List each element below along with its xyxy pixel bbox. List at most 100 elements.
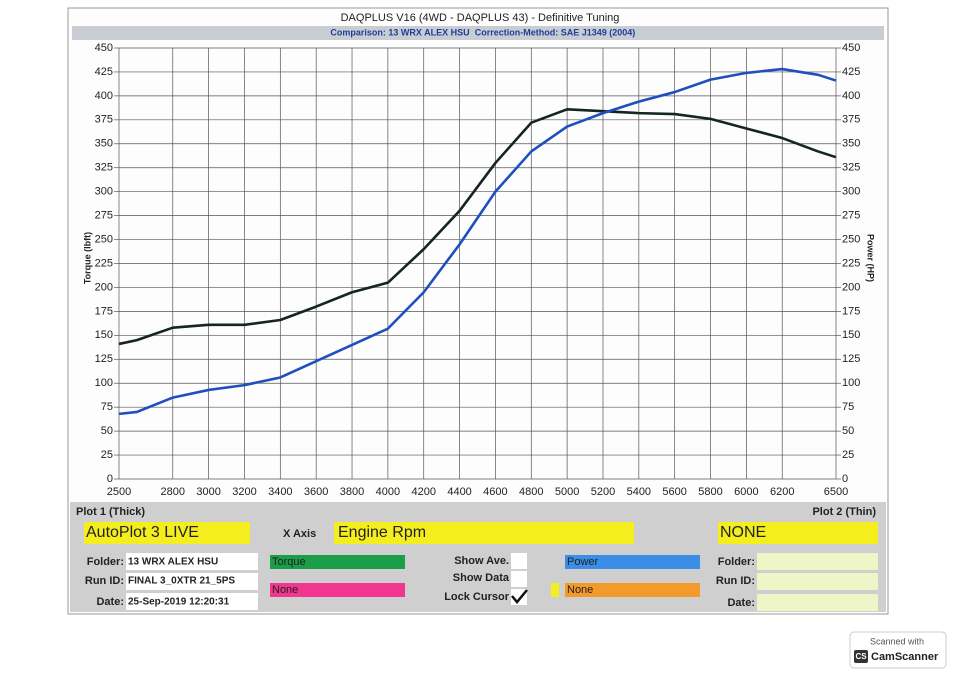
series-line [118,67,837,416]
y-tick-label: 425 [95,66,113,78]
plot-area: 0255075100125150175200225250275300325350… [95,42,861,498]
y-tick-label: 225 [95,257,113,269]
y-tick-label: 25 [101,449,113,461]
y2-tick-label: 300 [842,186,860,198]
autoplot-select[interactable] [84,522,250,544]
plot1-label: Plot 1 (Thick) [76,506,145,518]
y-tick-label: 325 [95,162,113,174]
y-tick-label: 150 [95,329,113,341]
x-tick-label: 3200 [232,486,256,498]
y2-tick-label: 250 [842,233,860,245]
folder-label: Folder: [87,556,124,568]
series-line [118,107,837,346]
x-tick-label: 2800 [161,486,185,498]
run-value: FINAL 3_0XTR 21_5PS [128,576,235,587]
y2-tick-label: 0 [842,473,848,485]
y2-tick-label: 125 [842,353,860,365]
x-tick-label: 4200 [411,486,435,498]
check-mark [511,589,528,604]
run-label: Run ID: [85,575,124,587]
y2-axis-label: Power (HP) [866,234,876,282]
run2-label: Run ID: [716,575,755,587]
plot2-select[interactable] [718,522,878,544]
run2-box [757,573,878,590]
y-tick-label: 50 [101,425,113,437]
x-axis-label: Engine Rpm [338,524,426,541]
series-select[interactable] [270,555,405,569]
checkbox[interactable] [511,553,527,569]
y-tick-label: 275 [95,210,113,222]
series-select[interactable] [565,555,700,569]
chart-title: DAQPLUS V16 (4WD - DAQPLUS 43) - Definit… [341,12,620,24]
y-tick-label: 375 [95,114,113,126]
plot2-label: Plot 2 (Thin) [812,506,876,518]
watermark-line1: Scanned with [870,636,924,646]
x-tick-label: 5000 [555,486,579,498]
watermark-logo-box [854,650,868,663]
y-tick-label: 100 [95,377,113,389]
y2-tick-label: 225 [842,257,860,269]
x-tick-label: 4800 [519,486,543,498]
x-tick-label: 4400 [447,486,471,498]
show-data-label: Show Data [453,572,510,584]
legend-label: Power [567,556,599,568]
x-tick-label: 6500 [824,486,848,498]
x-tick-label: 4000 [376,486,400,498]
series-select[interactable] [270,583,405,597]
none-label: None [567,584,593,596]
date-label: Date: [96,596,124,608]
color-swatch [551,583,559,597]
y2-tick-label: 25 [842,449,854,461]
autoplot-text: AutoPlot 3 LIVE [86,524,199,541]
date2-box [757,594,878,611]
date-value: 25-Sep-2019 12:20:31 [128,597,230,608]
x-axis-select[interactable] [334,522,634,544]
y-tick-label: 300 [95,186,113,198]
x-tick-label: 6200 [770,486,794,498]
date2-label: Date: [727,597,755,609]
x-tick-label: 3000 [196,486,220,498]
folder2-box [757,553,878,570]
none-label: None [272,584,298,596]
y-tick-label: 400 [95,90,113,102]
y2-tick-label: 325 [842,162,860,174]
y-tick-label: 0 [107,473,113,485]
folder-box [126,553,258,570]
x-tick-label: 3400 [268,486,292,498]
x-tick-label: 6000 [734,486,758,498]
series-select[interactable] [565,583,700,597]
x-tick-label: 5400 [627,486,651,498]
y-axis-label: Torque (lbft) [82,232,92,284]
x-tick-label: 5800 [698,486,722,498]
annotation: Comparison: 13 WRX ALEX HSU [330,27,469,37]
x-tick-label: 5200 [591,486,615,498]
folder2-label: Folder: [718,556,755,568]
x-tick-label: 2500 [107,486,131,498]
y2-tick-label: 100 [842,377,860,389]
y-tick-label: 200 [95,281,113,293]
plot2-select-text: NONE [720,524,766,541]
y2-tick-label: 275 [842,210,860,222]
x-tick-label: 4600 [483,486,507,498]
checkbox[interactable] [511,571,527,587]
watermark-line2: CamScanner [871,651,939,663]
annotation: Correction-Method: SAE J1349 (2004) [475,27,636,37]
x-tick-label: 5600 [662,486,686,498]
y2-tick-label: 175 [842,305,860,317]
x-tick-label: 3800 [340,486,364,498]
y-tick-label: 350 [95,138,113,150]
y-tick-label: 75 [101,401,113,413]
y-tick-label: 250 [95,233,113,245]
y2-tick-label: 50 [842,425,854,437]
x-tick-label: 3600 [304,486,328,498]
y2-tick-label: 350 [842,138,860,150]
y2-tick-label: 200 [842,281,860,293]
lock-cursor-label: Lock Cursor [444,591,510,603]
folder-value: 13 WRX ALEX HSU [128,557,218,568]
y2-tick-label: 400 [842,90,860,102]
legend-label: Torque [272,556,306,568]
x-axis-caption: X Axis [283,528,316,540]
y-tick-label: 125 [95,353,113,365]
